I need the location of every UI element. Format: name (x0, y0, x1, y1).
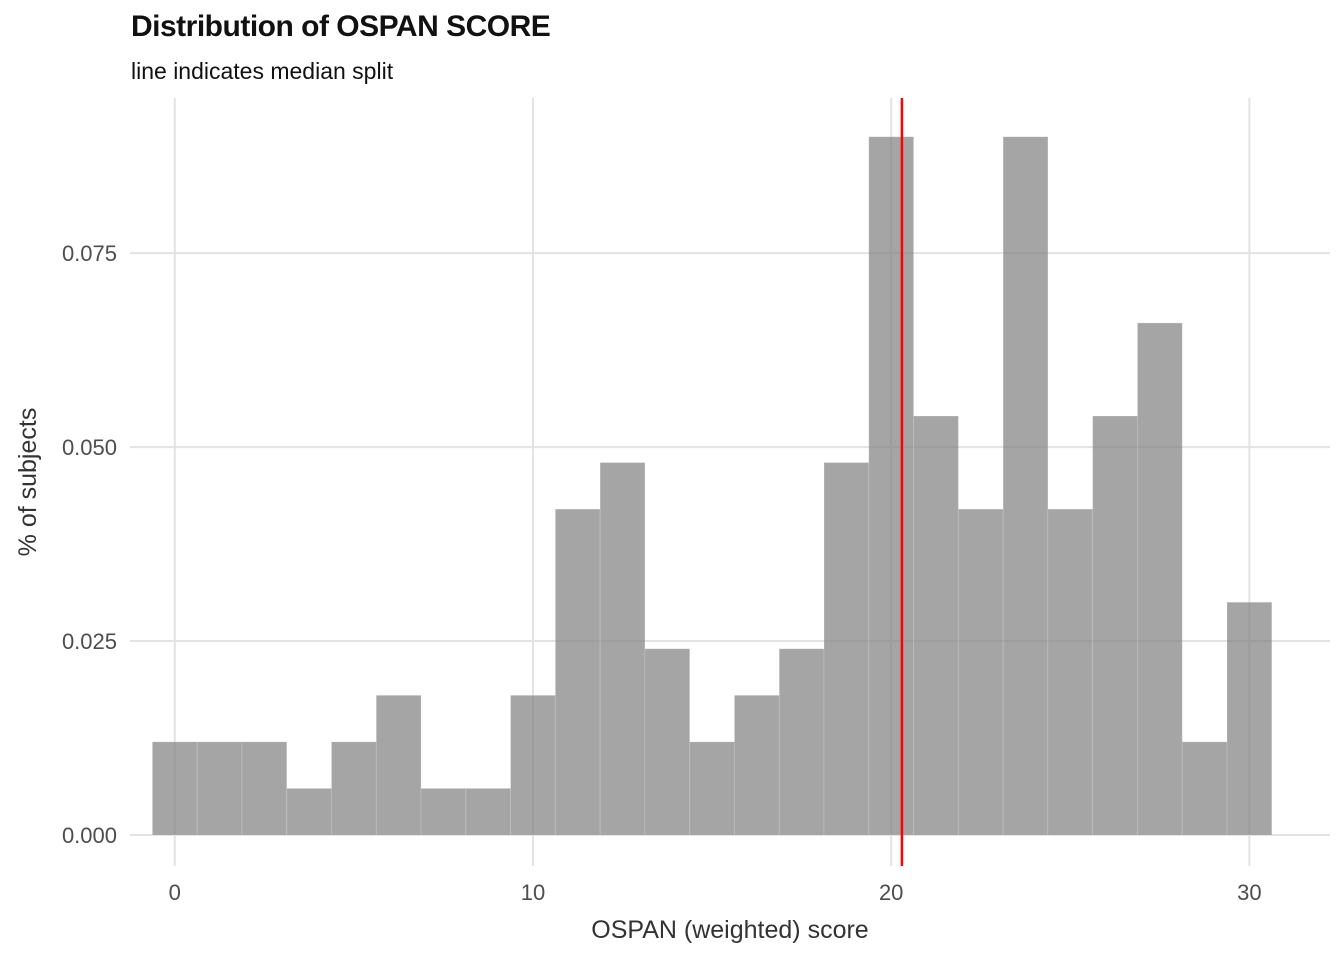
histogram-bars (151, 136, 1273, 836)
x-tick-label-1: 10 (521, 880, 545, 905)
histogram-bar-20 (1047, 508, 1094, 836)
histogram-bar-0 (151, 741, 198, 836)
histogram-bar-21 (1092, 415, 1138, 836)
chart-subtitle: line indicates median split (131, 58, 394, 84)
y-tick-labels: 0.000 0.025 0.050 0.075 (62, 241, 117, 848)
histogram-bar-5 (375, 694, 422, 836)
histogram-bar-4 (330, 741, 377, 836)
chart-title: Distribution of OSPAN SCORE (131, 10, 551, 43)
histogram-bar-23 (1181, 741, 1228, 836)
y-tick-label-3: 0.075 (62, 241, 117, 266)
histogram-bar-9 (554, 508, 601, 836)
histogram-bar-22 (1136, 322, 1183, 836)
x-tick-label-2: 20 (879, 880, 903, 905)
histogram-bar-8 (510, 694, 556, 836)
histogram-bar-18 (957, 508, 1004, 836)
histogram-bar-10 (599, 462, 646, 836)
histogram-bar-24 (1226, 601, 1273, 836)
x-tick-labels: 0 10 20 30 (169, 880, 1262, 905)
histogram-bar-7 (465, 787, 512, 836)
histogram-bar-14 (778, 648, 825, 836)
x-axis-title: OSPAN (weighted) score (591, 916, 868, 944)
y-tick-label-0: 0.000 (62, 823, 117, 848)
histogram-bar-1 (196, 741, 243, 836)
histogram-bar-16 (868, 136, 915, 836)
histogram-bar-6 (420, 787, 467, 836)
histogram-bar-11 (644, 648, 691, 836)
histogram-bar-12 (689, 741, 735, 836)
histogram-bar-13 (733, 694, 780, 836)
y-axis-title: % of subjects (14, 408, 42, 557)
y-tick-label-1: 0.025 (62, 629, 117, 654)
histogram-bar-3 (286, 787, 332, 836)
histogram-bar-2 (241, 741, 288, 836)
x-tick-label-3: 30 (1237, 880, 1261, 905)
histogram-bar-19 (1002, 136, 1049, 836)
histogram-bar-17 (913, 415, 959, 836)
y-tick-label-2: 0.050 (62, 435, 117, 460)
histogram-bar-15 (823, 462, 870, 836)
x-tick-label-0: 0 (169, 880, 181, 905)
